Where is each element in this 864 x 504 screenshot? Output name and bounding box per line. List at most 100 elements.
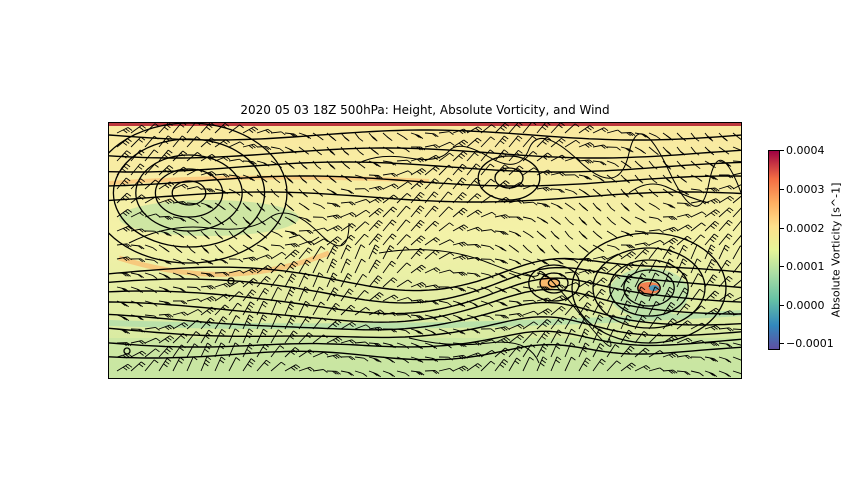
wind-barb-flag	[418, 299, 424, 304]
wind-barb-flag	[434, 178, 439, 183]
wind-barb-flag	[457, 182, 463, 187]
wind-barb-flag	[598, 177, 603, 181]
wind-barb	[718, 146, 730, 155]
wind-barb-flag	[350, 234, 356, 239]
wind-barb-flag	[225, 283, 231, 287]
wind-barb	[158, 165, 174, 176]
wind-barb-flag	[726, 373, 731, 378]
wind-barb-flag	[602, 277, 608, 282]
wind-barb-flag	[715, 209, 720, 213]
wind-barb-staff	[648, 332, 660, 344]
wind-barb-flag	[463, 224, 469, 229]
wind-barb-flag	[417, 358, 422, 363]
wind-barb-flag	[516, 275, 521, 280]
wind-barb-flag	[290, 351, 295, 355]
wind-barb-staff	[186, 298, 198, 302]
wind-barb	[732, 342, 741, 346]
wind-barb-staff	[326, 236, 338, 246]
wind-barb-staff	[662, 352, 675, 358]
wind-barb-staff	[550, 305, 562, 316]
wind-barb-flag	[503, 260, 508, 265]
wind-barb	[382, 328, 397, 333]
wind-barb-flag	[659, 240, 665, 244]
wind-barb	[130, 124, 146, 134]
wind-barb-flag	[304, 286, 310, 291]
colorbar-tick-label: 0.0000	[786, 299, 825, 312]
wind-barb-flag	[416, 344, 422, 349]
wind-barb	[228, 258, 244, 263]
wind-barb-flag	[260, 220, 265, 225]
wind-barb-flag	[516, 216, 521, 221]
wind-barb-flag	[517, 135, 523, 140]
wind-barb	[382, 342, 396, 349]
wind-barb-staff	[690, 322, 703, 330]
wind-barb-flag	[589, 159, 594, 164]
wind-barb-flag	[613, 300, 618, 305]
wind-barb-flag	[630, 345, 635, 350]
wind-barb-staff	[200, 171, 213, 176]
wind-barb-flag	[532, 151, 538, 155]
wind-barb	[256, 300, 268, 316]
wind-barb-flag	[246, 348, 251, 353]
wind-barb	[298, 300, 310, 316]
wind-barb-flag	[374, 224, 379, 229]
wind-barb-flag	[555, 220, 560, 224]
wind-barb-flag	[432, 251, 438, 256]
wind-barb-staff	[480, 360, 492, 372]
wind-barb-staff	[340, 223, 352, 232]
wind-barb-flag	[502, 349, 508, 354]
wind-barb-staff	[494, 347, 506, 358]
wind-barb	[466, 244, 482, 248]
wind-barb	[480, 163, 495, 176]
wind-barb-flag	[699, 189, 705, 194]
wind-barb-staff	[438, 191, 449, 204]
wind-barb	[172, 333, 188, 344]
wind-barb	[606, 264, 622, 274]
wind-barb-flag	[168, 346, 173, 350]
wind-barb-flag	[141, 228, 146, 233]
wind-barb-staff	[396, 297, 409, 302]
wind-barb	[116, 353, 133, 359]
wind-barb	[564, 315, 577, 330]
wind-barb-staff	[396, 314, 408, 316]
colorbar-tick	[780, 305, 784, 306]
wind-barb-flag	[500, 127, 505, 131]
wind-barb-staff	[116, 163, 127, 176]
wind-barb-flag	[458, 196, 463, 201]
wind-barb	[564, 139, 581, 148]
wind-barb-flag	[659, 350, 665, 354]
wind-barb	[732, 296, 741, 302]
wind-barb-flag	[712, 292, 717, 297]
wind-barb	[704, 274, 718, 288]
wind-barb-flag	[448, 206, 453, 211]
wind-barb	[368, 146, 379, 155]
coastline	[128, 212, 350, 247]
wind-barb-flag	[710, 200, 716, 204]
wind-barb-flag	[729, 195, 735, 200]
wind-barb-flag	[542, 171, 548, 176]
wind-barb	[116, 127, 133, 134]
wind-barb-flag	[348, 237, 353, 241]
wind-barb-staff	[522, 184, 535, 190]
wind-barb-flag	[504, 123, 510, 127]
wind-barb-flag	[710, 310, 716, 315]
wind-barb-staff	[242, 358, 252, 372]
wind-barb-flag	[289, 231, 295, 236]
wind-barb-flag	[377, 198, 382, 202]
wind-barb-staff	[592, 358, 602, 372]
wind-barb-flag	[542, 311, 548, 315]
wind-barb	[466, 300, 479, 308]
wind-barb-flag	[377, 358, 382, 363]
wind-barb-flag	[544, 138, 549, 143]
wind-barb-flag	[687, 235, 692, 240]
wind-barb-flag	[141, 340, 146, 344]
wind-barb	[410, 157, 427, 163]
wind-barb-flag	[503, 302, 508, 307]
height-contour-closed	[227, 277, 235, 285]
wind-barb-flag	[517, 200, 522, 204]
wind-barb-flag	[125, 227, 130, 231]
wind-barb-flag	[711, 277, 716, 281]
wind-barb-flag	[195, 274, 200, 279]
wind-barb	[592, 244, 605, 252]
wind-barb-flag	[308, 230, 314, 234]
